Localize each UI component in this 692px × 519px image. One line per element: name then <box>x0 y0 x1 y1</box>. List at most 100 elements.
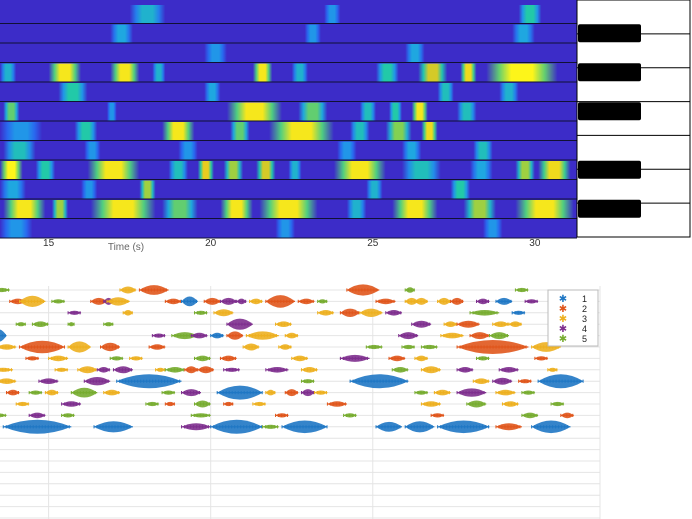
heatmap-cell <box>304 24 321 43</box>
legend: ✱ 1 ✱ 2 ✱ 3 ✱ 4 ✱ 5 <box>547 289 599 347</box>
x-tick-label: 15 <box>43 238 55 249</box>
heatmap-cell <box>139 180 156 199</box>
heatmap-cells <box>0 0 577 238</box>
heatmap-cell <box>450 180 471 199</box>
heatmap-cell <box>204 83 221 102</box>
legend-marker-series-1: ✱ <box>559 294 567 305</box>
x-tick-labels: 15 20 25 30 <box>43 238 541 249</box>
piano-black-key <box>578 102 641 121</box>
heatmap-cell <box>515 200 574 219</box>
legend-frame <box>547 289 599 347</box>
heatmap-cell <box>168 161 189 180</box>
heatmap-cell <box>48 63 82 82</box>
heatmap-cell <box>106 102 117 121</box>
piano-black-key <box>578 160 641 179</box>
piano-black-key <box>578 63 641 82</box>
heatmap-cell <box>346 200 367 219</box>
heatmap-cell <box>90 200 156 219</box>
legend-label: 3 <box>582 314 587 324</box>
legend-marker-series-4: ✱ <box>559 324 567 335</box>
heatmap-cell <box>3 102 20 121</box>
heatmap-cell <box>337 141 357 160</box>
piano-roll-heatmap: 15 20 25 30 Time (s) <box>0 0 691 253</box>
heatmap-cell <box>226 102 283 121</box>
heatmap-cell <box>110 24 133 43</box>
heatmap-cell <box>359 102 377 121</box>
heatmap-cell <box>129 5 166 24</box>
heatmap-cell <box>538 161 571 180</box>
heatmap-cell <box>259 200 318 219</box>
heatmap-cell <box>81 180 98 199</box>
legend-label: 2 <box>582 304 587 314</box>
heatmap-cell <box>58 83 88 102</box>
heatmap-cell <box>252 63 273 82</box>
heatmap-cell <box>256 161 276 180</box>
piano-keyboard <box>576 0 691 238</box>
legend-marker-series-2: ✱ <box>559 304 567 315</box>
piano-black-key <box>578 24 641 43</box>
heatmap-cell <box>220 200 253 219</box>
heatmap-cell <box>275 219 295 238</box>
heatmap-cell <box>512 24 535 43</box>
heatmap-cell <box>499 83 519 102</box>
heatmap-cell <box>388 102 402 121</box>
heatmap-cell <box>291 63 308 82</box>
heatmap-cell <box>482 219 503 238</box>
legend-label: 1 <box>582 294 587 304</box>
heatmap-cell <box>0 161 23 180</box>
heatmap-cell <box>3 141 36 160</box>
heatmap-cell <box>84 141 101 160</box>
heatmap-cell <box>460 63 477 82</box>
scatter-blobs <box>0 284 584 434</box>
piano-black-key <box>578 199 641 218</box>
heatmap-cell <box>288 161 302 180</box>
heatmap-cell <box>473 141 493 160</box>
heatmap-cell <box>418 63 448 82</box>
heatmap-cell <box>0 180 26 199</box>
heatmap-cell <box>197 161 214 180</box>
heatmap-cell <box>385 122 412 141</box>
heatmap-cell <box>0 219 33 238</box>
heatmap-cell <box>350 122 370 141</box>
heatmap-cell <box>470 161 493 180</box>
heatmap-row-dividers <box>0 23 577 239</box>
heatmap-cell <box>35 161 56 180</box>
legend-marker-series-3: ✱ <box>559 314 567 325</box>
heatmap-cell <box>0 63 17 82</box>
heatmap-cell <box>162 200 198 219</box>
x-tick-label: 20 <box>205 238 217 249</box>
heatmap-cell <box>223 161 244 180</box>
heatmap-cell <box>411 102 428 121</box>
heatmap-cell <box>405 44 425 63</box>
heatmap-cell <box>401 141 422 160</box>
heatmap-cell <box>324 5 341 24</box>
heatmap-cell <box>87 161 140 180</box>
heatmap-cell <box>3 200 46 219</box>
heatmap-cell <box>421 122 438 141</box>
heatmap-cell <box>298 102 328 121</box>
x-tick-label: 25 <box>367 238 379 249</box>
heatmap-cell <box>178 141 198 160</box>
x-axis-label: Time (s) <box>108 242 144 253</box>
legend-marker-series-5: ✱ <box>559 334 567 345</box>
heatmap-cell <box>0 122 43 141</box>
x-tick-label: 30 <box>529 238 541 249</box>
heatmap-cell <box>110 63 140 82</box>
heatmap-cell <box>74 122 98 141</box>
heatmap-cell <box>457 102 477 121</box>
heatmap-cell <box>437 83 454 102</box>
heatmap-cell <box>269 122 334 141</box>
heatmap-cell <box>392 200 438 219</box>
heatmap-cell <box>333 161 386 180</box>
heatmap-cell <box>162 122 195 141</box>
note-activation-scatter: ✱ 1 ✱ 2 ✱ 3 ✱ 4 ✱ 5 <box>0 284 601 519</box>
heatmap-cell <box>401 161 441 180</box>
heatmap-cell <box>51 200 69 219</box>
heatmap-cell <box>376 63 399 82</box>
heatmap-cell <box>152 63 166 82</box>
heatmap-cell <box>230 122 250 141</box>
legend-label: 4 <box>582 324 587 334</box>
heatmap-cell <box>366 180 383 199</box>
legend-label: 5 <box>582 334 587 344</box>
heatmap-cell <box>518 5 542 24</box>
